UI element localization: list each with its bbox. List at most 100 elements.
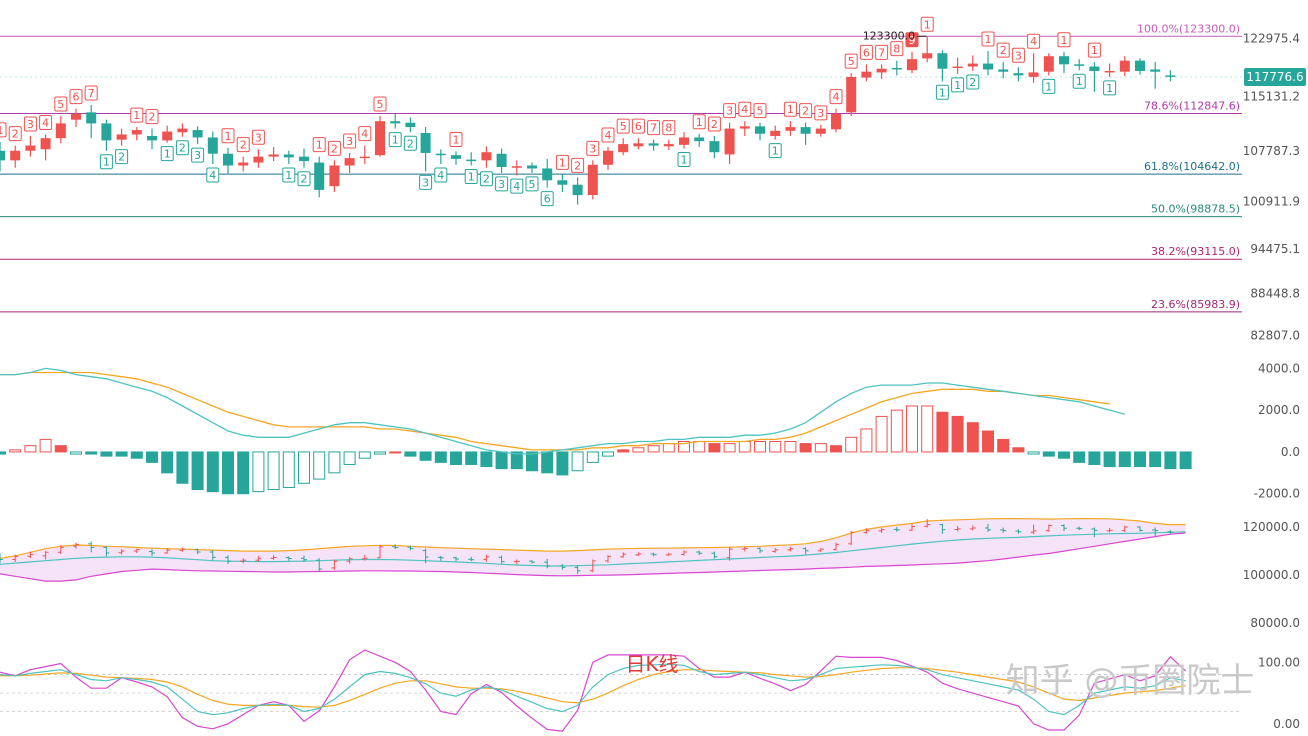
candle-body <box>390 121 401 124</box>
macd-histogram-bar <box>313 451 326 480</box>
candle-body <box>952 66 963 69</box>
td-count-label: 8 <box>893 43 900 56</box>
td-count-label: 5 <box>529 178 536 191</box>
candle-body <box>937 53 948 69</box>
td-count-box <box>1042 78 1056 94</box>
td-count-label: 2 <box>301 173 308 186</box>
td-count-box <box>981 31 995 47</box>
td-count-box <box>905 32 919 48</box>
macd-histogram-bar <box>632 447 645 453</box>
td-count-label: 1 <box>772 145 779 158</box>
td-count-box <box>647 120 661 136</box>
macd-histogram-bar <box>54 445 67 453</box>
td-count-box <box>312 137 326 153</box>
kdj-k-line <box>0 663 1186 716</box>
td-count-box <box>145 109 159 125</box>
macd-histogram-bar <box>9 449 22 453</box>
macd-histogram-bar <box>845 436 858 453</box>
td-count-box <box>23 116 37 132</box>
macd-histogram-bar <box>586 451 599 463</box>
td-count-box <box>464 169 478 185</box>
td-count-box <box>571 157 585 173</box>
kdj-d-line <box>0 667 1186 708</box>
macd-histogram-bar <box>130 451 143 459</box>
candle-body <box>527 165 537 169</box>
candle-body <box>466 159 477 162</box>
macd-histogram-bar <box>830 445 842 453</box>
candle-body <box>557 180 568 185</box>
td-count-box <box>403 135 417 151</box>
macd-histogram-bar <box>875 415 888 453</box>
last-price-tag <box>1244 68 1306 87</box>
td-count-box <box>814 105 828 121</box>
macd-histogram-bar <box>814 443 827 453</box>
td-count-box <box>236 137 250 153</box>
td-count-label: 3 <box>498 178 505 191</box>
candle-body <box>618 144 629 153</box>
candle-body <box>983 63 993 70</box>
td-count-label: 1 <box>559 156 566 169</box>
td-count-box <box>951 77 965 93</box>
td-count-box <box>206 167 220 183</box>
candle-body <box>1165 75 1176 77</box>
td-count-label: 1 <box>939 86 946 99</box>
td-count-label: 4 <box>361 128 368 141</box>
macd-histogram-bar <box>1073 451 1086 463</box>
td-count-label: 3 <box>817 107 824 120</box>
td-count-box <box>343 133 357 149</box>
candle-body <box>891 68 902 70</box>
macd-histogram-bar <box>1134 451 1146 468</box>
macd-histogram-bar <box>526 451 538 472</box>
candle-body <box>162 131 173 141</box>
macd-histogram-bar <box>1012 447 1025 453</box>
macd-histogram-bar <box>374 451 386 455</box>
td-count-box <box>1027 33 1041 49</box>
macd-histogram-bar <box>434 451 447 463</box>
td-count-box <box>616 118 630 134</box>
td-count-label: 7 <box>88 87 95 100</box>
macd-histogram-bar <box>906 405 918 453</box>
candle-body <box>922 53 933 59</box>
candle-body <box>116 134 127 140</box>
macd-panel: 4000.0 2000.0 0.0 -2000.0 <box>0 361 1300 501</box>
timeframe-label: 日K线 <box>625 652 678 676</box>
td-count-box <box>799 103 813 119</box>
candle-body <box>831 113 841 130</box>
td-count-box <box>327 140 341 156</box>
candle-body <box>1013 73 1024 76</box>
td-count-label: 6 <box>863 46 870 59</box>
td-count-label: 1 <box>316 139 323 152</box>
td-count-label: 4 <box>209 169 216 182</box>
macd-histogram-bar <box>85 451 98 455</box>
td-count-box <box>0 122 7 138</box>
fib-level-label: 38.2%(93115.0) <box>1151 245 1240 258</box>
td-count-label: 2 <box>483 173 490 186</box>
candle-body <box>496 153 507 167</box>
td-count-label: 1 <box>1045 80 1052 93</box>
td-count-box <box>966 74 980 90</box>
td-count-box <box>1087 42 1101 58</box>
price-axis-tick: 82807.0 <box>1250 328 1300 342</box>
td-count-box <box>601 127 615 143</box>
td-count-label: 3 <box>346 135 353 148</box>
macd-histogram-bar <box>982 430 994 453</box>
td-count-box <box>540 191 554 207</box>
td-count-label: 1 <box>1076 75 1083 88</box>
td-count-label: 4 <box>605 129 612 142</box>
td-count-box <box>449 131 463 147</box>
td-count-box <box>495 176 509 192</box>
td-count-label: 6 <box>635 120 642 133</box>
macd-histogram-bar <box>860 428 873 453</box>
macd-histogram-bar <box>450 451 462 465</box>
bollinger-panel: 120000.0 100000.0 80000.0 <box>0 518 1300 630</box>
macd-histogram-bar <box>358 451 371 459</box>
fib-level-label: 61.8%(104642.0) <box>1144 160 1240 173</box>
candle-body <box>694 137 705 142</box>
macd-histogram-bar <box>419 451 432 461</box>
price-axis-tick: 100911.9 <box>1243 195 1300 209</box>
td-count-label: 1 <box>1091 44 1098 57</box>
macd-histogram-bar <box>495 451 508 470</box>
